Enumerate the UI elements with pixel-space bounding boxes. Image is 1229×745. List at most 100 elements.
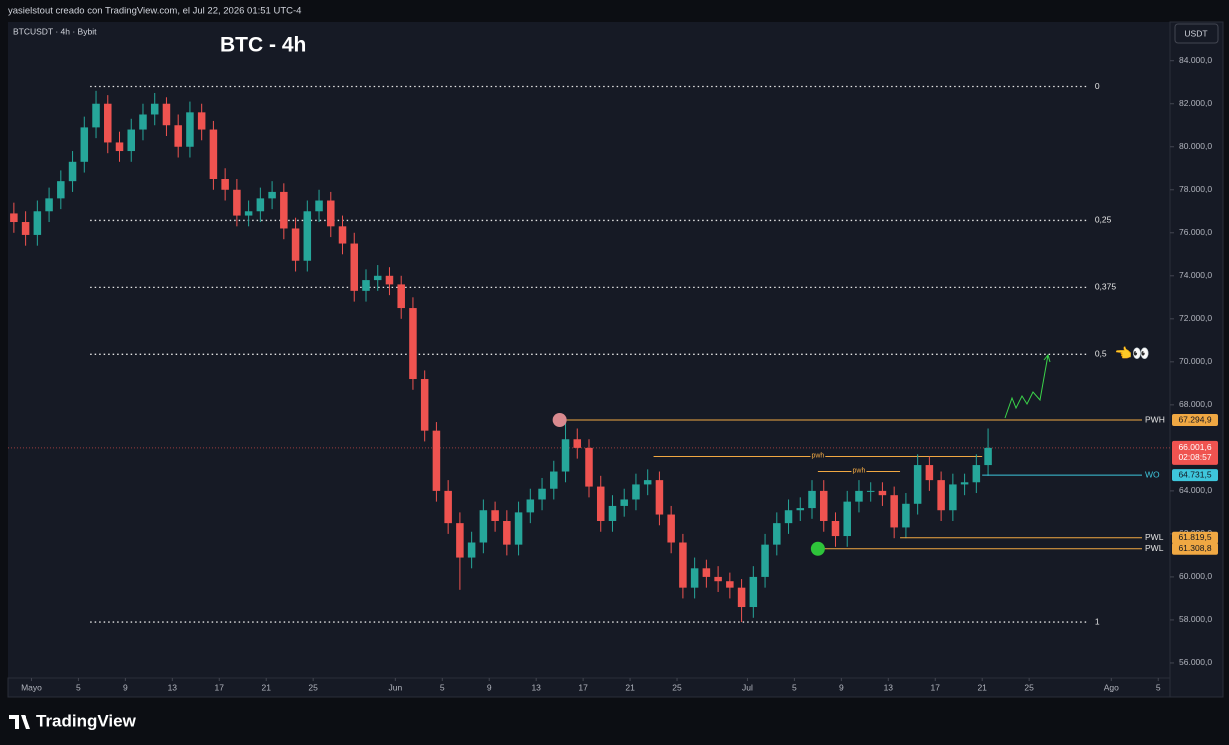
candle-body <box>315 200 323 212</box>
candle-body <box>327 200 335 227</box>
candle-body <box>737 587 746 608</box>
candle-body <box>444 490 452 524</box>
candle-body <box>350 243 359 291</box>
x-tick-label: 5 <box>1156 682 1161 692</box>
candle-body <box>456 523 464 558</box>
candle-body <box>514 512 523 545</box>
logo-text: TradingView <box>36 711 137 730</box>
candle-body <box>244 211 253 216</box>
time-axis <box>7 677 1171 698</box>
candle-body <box>949 484 957 511</box>
candle-body <box>491 510 499 521</box>
candle-body <box>221 179 229 190</box>
candle-body <box>902 503 910 528</box>
x-tick-label: 25 <box>308 682 318 692</box>
x-tick-label: Jun <box>388 682 402 692</box>
y-tick-label: 58.000,0 <box>1179 614 1212 624</box>
candle-body <box>550 471 558 489</box>
candle-body <box>233 189 241 216</box>
level-price-box <box>1172 469 1218 482</box>
candle-body <box>291 228 300 261</box>
candle-body <box>80 127 89 162</box>
candle-body <box>714 576 722 582</box>
y-tick-label: 76.000,0 <box>1179 227 1212 237</box>
level-name: PWL <box>1145 532 1164 542</box>
candle-body <box>667 514 675 543</box>
candle-body <box>608 505 617 521</box>
candle-body <box>573 439 582 448</box>
y-tick-label: 82.000,0 <box>1179 98 1212 108</box>
candle-body <box>913 465 922 504</box>
candle-body <box>268 191 276 199</box>
candle-body <box>866 490 875 492</box>
level-price-box <box>1172 531 1218 544</box>
symbol-info: BTCUSDT · 4h · Bybit <box>13 26 97 36</box>
y-tick-label: 78.000,0 <box>1179 184 1212 194</box>
candle-body <box>761 544 769 577</box>
candle-body <box>256 198 265 212</box>
y-tick-label: 56.000,0 <box>1179 657 1212 667</box>
candle-body <box>972 465 981 483</box>
candle-body <box>878 490 887 496</box>
candle-body <box>585 447 593 487</box>
x-tick-label: 9 <box>123 682 128 692</box>
chart-title: BTC - 4h <box>220 34 306 57</box>
x-tick-label: 13 <box>531 682 541 692</box>
currency-button[interactable] <box>1174 23 1219 44</box>
fib-note: 👈👀 <box>1115 345 1150 361</box>
candle-body <box>104 103 112 143</box>
last-price-box <box>1172 440 1218 465</box>
candle-body <box>127 129 135 152</box>
level-price-label: 64.731,5 <box>1178 469 1211 479</box>
candle-body <box>397 284 405 309</box>
candle-body <box>139 114 147 130</box>
marker <box>810 541 825 556</box>
candle-body <box>338 226 347 244</box>
candle-body <box>409 308 417 380</box>
candle-body <box>10 213 18 223</box>
candle-body <box>819 490 828 521</box>
x-tick-label: 17 <box>931 682 941 692</box>
candle-body <box>538 488 546 500</box>
currency-label[interactable]: USDT <box>1184 28 1207 38</box>
y-tick-label: 60.000,0 <box>1179 571 1212 581</box>
candle-body <box>115 142 124 152</box>
x-tick-label: 25 <box>672 682 682 692</box>
x-tick-label: 9 <box>839 682 844 692</box>
x-tick-label: Ago <box>1104 682 1119 692</box>
y-tick-label: 70.000,0 <box>1179 356 1212 366</box>
candle-body <box>808 490 816 509</box>
candle-body <box>467 542 476 558</box>
candle-body <box>749 576 758 608</box>
candle-body <box>45 198 53 212</box>
level-name: PWH <box>1145 414 1165 424</box>
y-tick-label: 68.000,0 <box>1179 399 1212 409</box>
x-tick-label: 25 <box>1024 682 1034 692</box>
candle-body <box>33 211 42 235</box>
candle-body <box>503 520 511 545</box>
candle-body <box>57 181 65 199</box>
candle-body <box>855 490 863 502</box>
fib-label: 0,25 <box>1095 215 1112 225</box>
last-price-label: 66.001,6 <box>1178 442 1211 452</box>
level-price-label: 61.819,5 <box>1178 532 1211 542</box>
level-price-label: 67.294,9 <box>1178 414 1211 424</box>
candle-body <box>620 499 628 506</box>
y-tick-label: 80.000,0 <box>1179 141 1212 151</box>
candle-body <box>362 280 370 291</box>
candle-body <box>679 542 687 588</box>
header-text: yasielstout creado con TradingView.com, … <box>8 6 301 17</box>
candle-body <box>303 211 312 261</box>
candle-body <box>937 480 945 511</box>
level-price-box <box>1172 542 1218 555</box>
price-axis <box>1169 21 1224 698</box>
x-tick-label: 17 <box>578 682 588 692</box>
candle-body <box>925 465 934 481</box>
candle-body <box>209 129 218 180</box>
x-tick-label: 9 <box>487 682 492 692</box>
candle-body <box>831 520 840 537</box>
candle-body <box>92 103 100 128</box>
marker <box>552 413 567 428</box>
candle-body <box>843 501 851 537</box>
level-price-box <box>1172 414 1218 427</box>
